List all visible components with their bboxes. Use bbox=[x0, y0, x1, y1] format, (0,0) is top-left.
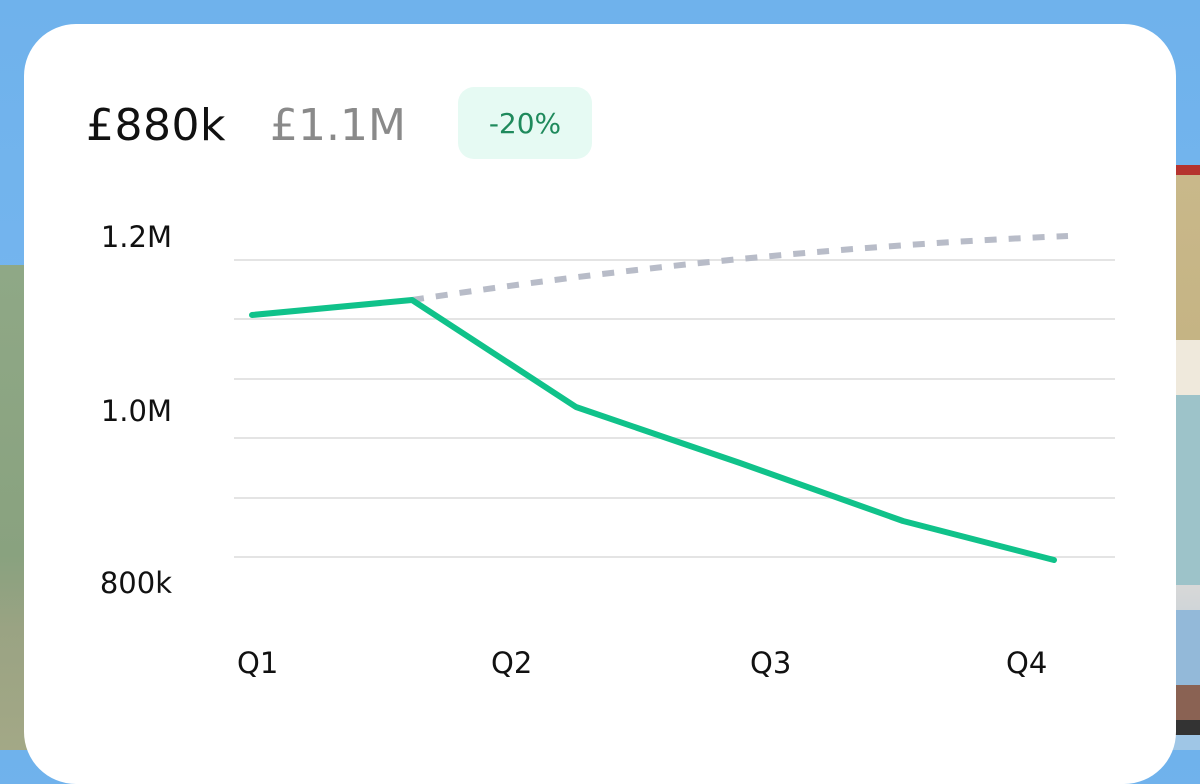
x-tick-label: Q1 bbox=[237, 646, 279, 680]
y-tick-label: 1.2M bbox=[100, 220, 172, 254]
summary-header: £880k £1.1M bbox=[86, 96, 406, 156]
current-value: £880k bbox=[86, 100, 226, 151]
actual-line bbox=[249, 297, 1057, 563]
revenue-card bbox=[24, 24, 1176, 784]
x-tick-label: Q4 bbox=[1006, 646, 1048, 680]
line-chart bbox=[234, 233, 1115, 563]
x-tick-label: Q3 bbox=[750, 646, 792, 680]
change-badge: -20% bbox=[458, 87, 592, 159]
x-tick-label: Q2 bbox=[491, 646, 533, 680]
previous-value: £1.1M bbox=[269, 100, 406, 151]
y-tick-label: 1.0M bbox=[100, 394, 172, 428]
projection-line bbox=[411, 233, 1069, 303]
y-tick-label: 800k bbox=[99, 566, 172, 600]
